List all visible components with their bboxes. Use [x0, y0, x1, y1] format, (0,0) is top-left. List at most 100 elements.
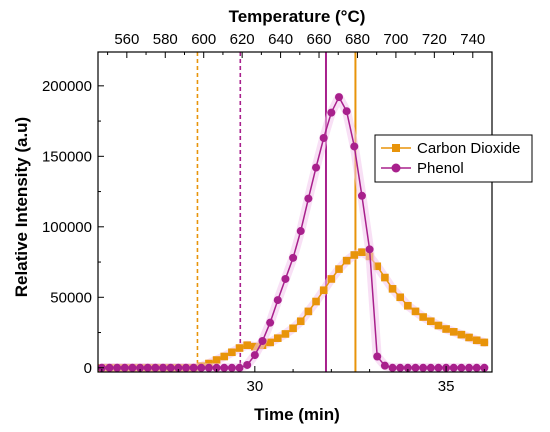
data-point-carbon-dioxide [266, 338, 274, 347]
data-point-phenol [128, 363, 137, 372]
data-point-carbon-dioxide [404, 301, 412, 310]
data-point-carbon-dioxide [381, 273, 389, 282]
data-point-carbon-dioxide [304, 307, 313, 316]
data-point-phenol [342, 107, 351, 116]
data-point-carbon-dioxide [342, 256, 351, 265]
data-point-phenol [159, 363, 168, 372]
data-point-carbon-dioxide [465, 333, 473, 342]
data-point-phenol [120, 363, 129, 372]
data-point-phenol [243, 360, 252, 369]
data-point-phenol [204, 363, 213, 372]
data-point-phenol [235, 363, 244, 372]
y-tick-label: 100000 [42, 219, 92, 236]
data-point-phenol [350, 142, 359, 151]
top-tick-label: 720 [422, 31, 447, 48]
data-point-phenol [304, 194, 313, 203]
data-point-phenol [220, 363, 229, 372]
data-point-carbon-dioxide [419, 313, 427, 321]
data-point-phenol [258, 336, 267, 345]
data-point-carbon-dioxide [243, 341, 251, 350]
data-point-phenol [181, 363, 190, 372]
top-tick-label: 600 [191, 31, 216, 48]
y-tick-label: 50000 [50, 289, 92, 306]
data-point-carbon-dioxide [350, 251, 359, 259]
data-point-phenol [296, 227, 305, 236]
data-point-phenol [411, 363, 420, 372]
data-point-carbon-dioxide [296, 317, 305, 326]
legend-label-carbon-dioxide: Carbon Dioxide [417, 140, 520, 157]
y-tick-label: 0 [84, 360, 92, 377]
legend-marker-carbon-dioxide [392, 144, 400, 152]
x-axis-title: Time (min) [254, 405, 340, 424]
top-tick-label: 620 [230, 31, 255, 48]
top-tick-label: 700 [383, 31, 408, 48]
legend-box [374, 134, 533, 183]
data-point-phenol [334, 93, 343, 102]
data-point-phenol [273, 296, 282, 305]
data-point-carbon-dioxide [220, 352, 229, 361]
data-point-phenol [227, 363, 236, 372]
data-point-phenol [396, 363, 405, 372]
data-point-carbon-dioxide [396, 293, 404, 302]
data-point-carbon-dioxide [228, 348, 236, 357]
data-point-carbon-dioxide [480, 338, 489, 347]
data-point-carbon-dioxide [312, 297, 320, 306]
data-point-phenol [105, 363, 114, 372]
data-point-phenol [166, 363, 175, 372]
x-tick-label: 30 [246, 378, 263, 395]
data-point-carbon-dioxide [235, 344, 244, 352]
legend-label-phenol: Phenol [417, 160, 464, 177]
data-point-carbon-dioxide [358, 248, 366, 256]
data-point-phenol [419, 363, 428, 372]
data-point-phenol [197, 363, 206, 372]
top-tick-label: 640 [268, 31, 293, 48]
data-point-phenol [380, 361, 389, 370]
data-point-phenol [250, 351, 259, 360]
data-point-carbon-dioxide [212, 356, 221, 364]
chart-marks [97, 52, 489, 373]
data-point-carbon-dioxide [442, 325, 450, 333]
data-point-phenol [151, 363, 160, 372]
y-tick-label: 150000 [42, 148, 92, 165]
data-point-phenol [143, 363, 152, 372]
x-tick-label: 35 [438, 378, 455, 395]
data-point-carbon-dioxide [434, 321, 443, 330]
legend-marker-phenol [391, 163, 401, 173]
data-point-carbon-dioxide [281, 330, 290, 338]
data-point-carbon-dioxide [335, 265, 343, 273]
data-point-carbon-dioxide [426, 317, 435, 326]
data-point-phenol [281, 274, 290, 283]
top-tick-label: 580 [153, 31, 178, 48]
data-point-phenol [136, 363, 145, 372]
y-axis-title: Relative Intensity (a.u) [12, 117, 31, 297]
data-point-phenol [212, 363, 221, 372]
chart-axes: 30 35 0 50000 100000 150000 200000 560 580 600 620… [42, 31, 493, 395]
data-point-phenol [266, 318, 275, 327]
data-point-carbon-dioxide [327, 275, 336, 283]
data-point-carbon-dioxide [388, 285, 397, 293]
top-tick-label: 560 [114, 31, 139, 48]
data-point-phenol [327, 108, 336, 117]
data-point-phenol [319, 133, 328, 142]
data-point-phenol [189, 363, 198, 372]
data-point-phenol [357, 191, 366, 200]
data-point-carbon-dioxide [319, 286, 328, 295]
data-point-phenol [403, 363, 412, 372]
data-point-carbon-dioxide [289, 324, 297, 333]
y-tick-label: 200000 [42, 78, 92, 95]
data-point-carbon-dioxide [273, 334, 282, 342]
top-tick-label: 680 [345, 31, 370, 48]
data-point-phenol [365, 245, 374, 254]
data-point-phenol [312, 163, 321, 172]
data-point-phenol [449, 363, 458, 372]
data-point-phenol [472, 363, 481, 372]
data-point-carbon-dioxide [411, 307, 420, 316]
plot-frame [97, 51, 493, 373]
data-point-carbon-dioxide [457, 330, 466, 339]
data-point-phenol [388, 363, 397, 372]
top-axis-title: Temperature (°C) [229, 7, 366, 26]
data-point-phenol [457, 363, 466, 372]
top-tick-label: 740 [460, 31, 485, 48]
data-point-phenol [480, 363, 489, 372]
